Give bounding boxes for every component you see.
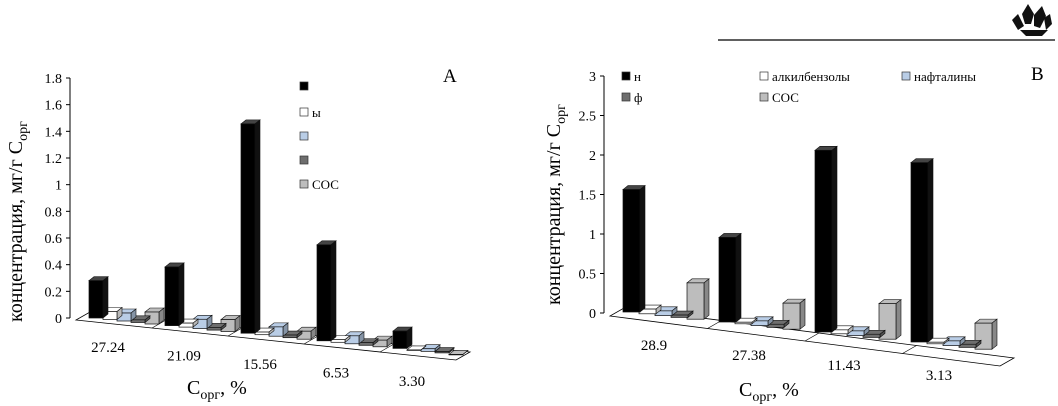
chart-a-legend-swatch: [299, 81, 309, 91]
chart-a-bar-5-series-5: [448, 350, 469, 356]
chart-a-bar-1-series-5: [144, 307, 165, 325]
chart-a-y-tick-label: 0.2: [45, 285, 63, 300]
chart-a-x-tick-label: 21.09: [167, 349, 201, 365]
chart-a-bar-2-series-5: [220, 314, 241, 333]
chart-a-y-tick-label: 1.8: [45, 72, 63, 87]
chart-a-bar-4-series-5: [372, 335, 393, 348]
chart-a-y-tick-label: 0.6: [45, 232, 63, 247]
chart-a-floor-divider: [379, 343, 395, 353]
chart-a-legend-swatch: [299, 107, 309, 117]
chart-b-legend-swatch: [901, 71, 911, 81]
chart-a-bar-5-series-2: [406, 345, 427, 351]
chart-b-legend-label: СОС: [772, 90, 799, 105]
chart-b-y-tick-label: 2: [589, 149, 596, 164]
chart-b-legend-label: н: [634, 69, 641, 84]
chart-a-legend-swatch: [299, 131, 309, 141]
chart-a-y-ticks: 0 0.2 0.4 0.6 0.8 1 1.2 1.4 1.6 1.8: [45, 72, 63, 327]
chart-b-y-tick-label: 3: [589, 70, 596, 85]
chart-b-x-tick-label: 11.43: [827, 358, 860, 374]
chart-a-floor: [74, 311, 472, 361]
chart-a-bar-4-series-1: [316, 240, 337, 342]
chart-b-bar-4-series-1: [910, 158, 934, 343]
chart-a-x-tick-label: 6.53: [323, 366, 349, 382]
chart-a-bar-1-series-1: [88, 276, 109, 319]
chart-a-y-tick-label: 1.6: [45, 99, 63, 114]
chart-a-x-tick-label: 3.30: [399, 374, 425, 390]
chart-b-bar-4-series-2: [926, 337, 950, 345]
chart-a-legend: ы СОС: [299, 81, 339, 192]
chart-a-y-tick-label: 1.2: [45, 152, 63, 167]
chart-a-legend-swatch: [299, 155, 309, 165]
chart-a-floor-divider: [227, 327, 243, 337]
chart-b-panel-label: B: [1031, 64, 1044, 85]
chart-a-bar-5-series-4: [434, 346, 455, 354]
chart-b-y-axis-label: концентрация, мг/г Cорг: [543, 104, 569, 305]
chart-b-legend-swatch: [759, 71, 769, 81]
chart-b-bar-2-series-1: [718, 232, 742, 323]
chart-a-y-tick-label: 0.8: [45, 205, 63, 220]
chart-b-y-tick-label: 0: [589, 307, 596, 322]
chart-a-y-tick-label: 0: [55, 312, 62, 327]
chart-b-legend-swatch: [759, 92, 769, 102]
chart-a-legend-label: СОС: [312, 177, 339, 192]
chart-a-bar-4-series-3: [344, 331, 365, 345]
chart-b-y-ticks: 0 0.5 1 1.5 2 2.5 3: [579, 70, 597, 322]
chart-b-bar-1-series-1: [622, 184, 646, 313]
chart-b-legend-swatch: [621, 71, 631, 81]
chart-b-legend-label: алкилбензолы: [772, 69, 850, 84]
chart-a-bar-3-series-1: [240, 119, 261, 334]
chart-b-legend-label: нафталины: [914, 69, 976, 84]
chart-a-x-ticks: 27.24 21.09 15.56 6.53 3.30: [91, 340, 425, 390]
chart-b-legend-swatch: [621, 92, 631, 102]
chart-b-bar-3-series-3: [846, 326, 870, 337]
chart-a-x-tick-label: 27.24: [91, 340, 125, 356]
chart-b-bars: [622, 145, 998, 350]
chart-a-bars: [88, 119, 469, 356]
chart-b-x-tick-label: 28.9: [641, 338, 667, 354]
chart-a-bar-2-series-1: [164, 262, 185, 327]
chart-b-floor-divider: [902, 345, 917, 354]
chart-a-bar-2-series-3: [192, 314, 213, 330]
chart-b-y-tick-label: 1: [589, 228, 596, 243]
chart-a-y-tick-label: 1.4: [45, 125, 63, 140]
chart-a-panel-label: A: [443, 66, 457, 87]
chart-b: 0 0.5 1 1.5 2 2.5 3 28.9 27.38 11.43 3.13 н алкилб…: [543, 64, 1044, 405]
chart-b-legend: н алкилбензолы нафталины ф СОС: [621, 69, 976, 105]
chart-b-y-tick-label: 0.5: [579, 268, 597, 283]
chart-b-axes: [600, 75, 1016, 367]
chart-a-y-tick-label: 0.4: [45, 259, 63, 274]
chart-b-legend-label: ф: [634, 90, 642, 105]
chart-a-y-axis-label: концентрация, мг/г Cорг: [5, 121, 31, 322]
chart-a-y-tick-label: 1: [55, 179, 62, 194]
chart-b-x-tick-label: 3.13: [926, 368, 952, 384]
chart-a-legend-label: ы: [312, 105, 321, 120]
chart-b-x-tick-label: 27.38: [732, 348, 766, 364]
chart-a: 0 0.2 0.4 0.6 0.8 1 1.2 1.4 1.6 1.8 27.24 21.09 15.…: [5, 66, 472, 403]
chart-a-floor-divider: [303, 335, 319, 345]
chart-b-x-axis-label: Cорг, %: [739, 379, 799, 405]
chart-b-x-ticks: 28.9 27.38 11.43 3.13: [641, 338, 952, 384]
chart-b-y-tick-label: 2.5: [579, 110, 597, 125]
chart-a-legend-swatch: [299, 179, 309, 189]
chart-a-x-axis-label: Cорг, %: [187, 377, 247, 403]
chart-a-bar-5-series-3: [420, 344, 441, 353]
chart-b-bar-1-series-5: [686, 278, 710, 320]
chart-b-floor-divider: [804, 332, 820, 342]
chart-a-bar-5-series-1: [392, 326, 413, 350]
chart-a-axes: [66, 77, 472, 361]
chart-b-floor: [608, 307, 1016, 367]
chart-b-y-tick-label: 1.5: [579, 189, 597, 204]
chart-b-bar-3-series-1: [814, 145, 838, 333]
crystal-logo-icon: [1012, 4, 1052, 36]
chart-a-x-tick-label: 15.56: [243, 357, 277, 373]
chart-a-bar-3-series-5: [296, 326, 317, 340]
chart-a-bar-3-series-3: [268, 322, 289, 337]
